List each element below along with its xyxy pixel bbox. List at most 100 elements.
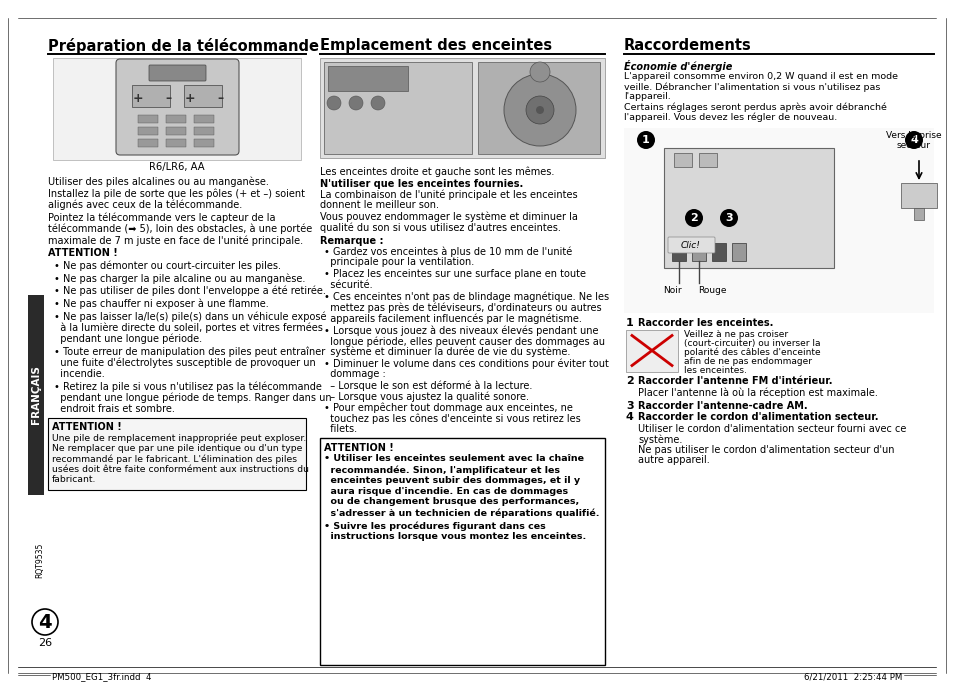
Text: – Lorsque le son est déformé à la lecture.: – Lorsque le son est déformé à la lectur… bbox=[324, 380, 532, 390]
Text: autre appareil.: autre appareil. bbox=[638, 455, 709, 465]
Bar bbox=[166, 139, 186, 147]
Bar bbox=[324, 62, 472, 154]
Bar bbox=[731, 243, 745, 261]
Text: ou de changement brusque des performances,: ou de changement brusque des performance… bbox=[324, 498, 578, 507]
Circle shape bbox=[32, 609, 58, 635]
Text: enceintes peuvent subir des dommages, et il y: enceintes peuvent subir des dommages, et… bbox=[324, 476, 579, 485]
Bar bbox=[663, 148, 833, 268]
Text: • Diminuer le volume dans ces conditions pour éviter tout: • Diminuer le volume dans ces conditions… bbox=[324, 359, 608, 369]
Text: • Ne pas utiliser de piles dont l'enveloppe a été retirée.: • Ne pas utiliser de piles dont l'envelo… bbox=[54, 286, 326, 296]
Text: une fuite d'électrolytes susceptible de provoquer un: une fuite d'électrolytes susceptible de … bbox=[54, 357, 315, 368]
Text: système et diminuer la durée de vie du système.: système et diminuer la durée de vie du s… bbox=[324, 347, 570, 357]
Text: ATTENTION !: ATTENTION ! bbox=[48, 247, 117, 258]
Text: appareils facilement influencés par le magnétisme.: appareils facilement influencés par le m… bbox=[324, 314, 581, 324]
Text: Vers la prise
secteur: Vers la prise secteur bbox=[885, 131, 941, 150]
Bar bbox=[328, 66, 408, 91]
Bar bbox=[138, 115, 158, 123]
Text: RQT9535: RQT9535 bbox=[35, 542, 45, 578]
Bar bbox=[166, 115, 186, 123]
FancyBboxPatch shape bbox=[116, 59, 239, 155]
Text: 26: 26 bbox=[38, 638, 52, 648]
Text: Clic!: Clic! bbox=[680, 240, 700, 249]
Text: L'appareil consomme environ 0,2 W quand il est en mode: L'appareil consomme environ 0,2 W quand … bbox=[623, 72, 897, 81]
Text: Préparation de la télécommande: Préparation de la télécommande bbox=[48, 38, 318, 54]
Text: Rouge: Rouge bbox=[697, 286, 725, 295]
Text: système.: système. bbox=[638, 434, 681, 444]
Text: recommandée. Sinon, l'amplificateur et les: recommandée. Sinon, l'amplificateur et l… bbox=[324, 465, 559, 475]
Text: N'utiliser que les enceintes fournies.: N'utiliser que les enceintes fournies. bbox=[319, 179, 522, 189]
Text: Utiliser le cordon d'alimentation secteur fourni avec ce: Utiliser le cordon d'alimentation secteu… bbox=[638, 424, 905, 433]
Bar bbox=[48, 419, 306, 491]
Text: Les enceintes droite et gauche sont les mêmes.: Les enceintes droite et gauche sont les … bbox=[319, 166, 554, 176]
Text: alignés avec ceux de la télécommande.: alignés avec ceux de la télécommande. bbox=[48, 200, 242, 210]
Text: –: – bbox=[216, 91, 223, 104]
Text: dommage :: dommage : bbox=[324, 370, 385, 379]
Text: télécommande (➡ 5), loin des obstacles, à une portée: télécommande (➡ 5), loin des obstacles, … bbox=[48, 224, 312, 234]
Text: 4: 4 bbox=[625, 412, 633, 422]
Text: FRANÇAIS: FRANÇAIS bbox=[30, 366, 41, 424]
Bar bbox=[132, 85, 170, 107]
Text: • Placez les enceintes sur une surface plane en toute: • Placez les enceintes sur une surface p… bbox=[324, 269, 585, 279]
Text: • Lorsque vous jouez à des niveaux élevés pendant une: • Lorsque vous jouez à des niveaux élevé… bbox=[324, 325, 598, 336]
Text: filets.: filets. bbox=[324, 424, 356, 435]
Text: fabricant.: fabricant. bbox=[52, 475, 96, 484]
Bar bbox=[53, 58, 301, 160]
Bar bbox=[138, 139, 158, 147]
FancyBboxPatch shape bbox=[667, 237, 714, 253]
Text: Ne pas utiliser le cordon d'alimentation secteur d'un: Ne pas utiliser le cordon d'alimentation… bbox=[638, 444, 894, 455]
Text: 2: 2 bbox=[625, 375, 633, 386]
Text: instructions lorsque vous montez les enceintes.: instructions lorsque vous montez les enc… bbox=[324, 532, 586, 541]
Circle shape bbox=[371, 96, 385, 110]
Text: • Ne pas charger la pile alcaline ou au manganèse.: • Ne pas charger la pile alcaline ou au … bbox=[54, 273, 305, 283]
Bar bbox=[623, 128, 933, 313]
Text: 4: 4 bbox=[38, 612, 51, 632]
Circle shape bbox=[637, 131, 655, 149]
Text: pendant une longue période de temps. Ranger dans un: pendant une longue période de temps. Ran… bbox=[54, 392, 332, 403]
Text: • Utiliser les enceintes seulement avec la chaîne: • Utiliser les enceintes seulement avec … bbox=[324, 454, 583, 463]
Circle shape bbox=[327, 96, 340, 110]
Text: 3: 3 bbox=[625, 401, 633, 410]
Bar bbox=[28, 295, 44, 495]
Circle shape bbox=[525, 96, 554, 124]
Text: +: + bbox=[185, 91, 195, 104]
Text: usées doit être faite conformément aux instructions du: usées doit être faite conformément aux i… bbox=[52, 465, 309, 474]
Text: –: – bbox=[165, 91, 171, 104]
Text: • Toute erreur de manipulation des piles peut entraîner: • Toute erreur de manipulation des piles… bbox=[54, 346, 325, 357]
Text: à la lumière directe du soleil, portes et vitres fermées: à la lumière directe du soleil, portes e… bbox=[54, 323, 322, 333]
Bar bbox=[673, 153, 691, 167]
Text: qualité du son si vous utilisez d'autres enceintes.: qualité du son si vous utilisez d'autres… bbox=[319, 222, 560, 232]
Text: mettez pas près de téléviseurs, d'ordinateurs ou autres: mettez pas près de téléviseurs, d'ordina… bbox=[324, 303, 601, 313]
Text: aura risque d'incendie. En cas de dommages: aura risque d'incendie. En cas de dommag… bbox=[324, 486, 568, 495]
Text: • Ne pas chauffer ni exposer à une flamme.: • Ne pas chauffer ni exposer à une flamm… bbox=[54, 299, 269, 309]
Text: Raccorder l'antenne-cadre AM.: Raccorder l'antenne-cadre AM. bbox=[638, 401, 807, 410]
Bar bbox=[699, 153, 717, 167]
Bar bbox=[913, 208, 923, 220]
Bar bbox=[625, 330, 678, 372]
Bar bbox=[184, 85, 222, 107]
Bar bbox=[319, 58, 604, 158]
Text: 1: 1 bbox=[625, 318, 633, 328]
Text: • Retirez la pile si vous n'utilisez pas la télécommande: • Retirez la pile si vous n'utilisez pas… bbox=[54, 381, 321, 392]
Bar bbox=[671, 243, 685, 261]
Bar bbox=[711, 243, 725, 261]
Circle shape bbox=[536, 106, 543, 114]
Text: • Pour empêcher tout dommage aux enceintes, ne: • Pour empêcher tout dommage aux enceint… bbox=[324, 403, 572, 413]
Text: 1: 1 bbox=[641, 135, 649, 145]
Text: Pointez la télécommande vers le capteur de la: Pointez la télécommande vers le capteur … bbox=[48, 213, 275, 223]
Text: veille. Débrancher l'alimentation si vous n'utilisez pas: veille. Débrancher l'alimentation si vou… bbox=[623, 82, 880, 92]
Text: endroit frais et sombre.: endroit frais et sombre. bbox=[54, 404, 174, 414]
Text: polarité des câbles d'enceinte: polarité des câbles d'enceinte bbox=[683, 348, 820, 357]
Text: touchez pas les cônes d'enceinte si vous retirez les: touchez pas les cônes d'enceinte si vous… bbox=[324, 414, 580, 424]
Bar bbox=[691, 243, 705, 261]
Text: 6/21/2011  2:25:44 PM: 6/21/2011 2:25:44 PM bbox=[802, 672, 901, 681]
Text: Installez la pile de sorte que les pôles (+ et –) soient: Installez la pile de sorte que les pôles… bbox=[48, 189, 305, 199]
Text: ATTENTION !: ATTENTION ! bbox=[52, 422, 122, 433]
Bar bbox=[900, 183, 936, 208]
Text: Ne remplacer que par une pile identique ou d'un type: Ne remplacer que par une pile identique … bbox=[52, 444, 302, 453]
Text: Emplacement des enceintes: Emplacement des enceintes bbox=[319, 38, 552, 53]
Text: 4: 4 bbox=[909, 135, 917, 145]
Bar bbox=[477, 62, 599, 154]
Text: • Ces enceintes n'ont pas de blindage magnétique. Ne les: • Ces enceintes n'ont pas de blindage ma… bbox=[324, 292, 608, 302]
Text: Veillez à ne pas croiser: Veillez à ne pas croiser bbox=[683, 330, 787, 339]
Circle shape bbox=[349, 96, 363, 110]
